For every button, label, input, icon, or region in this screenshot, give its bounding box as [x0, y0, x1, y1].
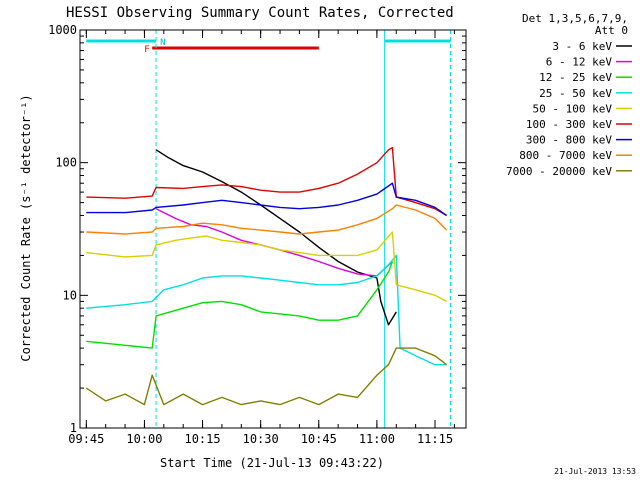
legend-label: 3 - 6 keV — [552, 40, 612, 53]
axes: 09:45 10:00 10:15 10:30 10:45 11:00 11:15 1 10 10… — [48, 23, 467, 446]
flare-flag-label: F — [144, 45, 149, 55]
series-line-7000-20000-kev — [85, 347, 448, 406]
legend-header: Att 0 — [595, 24, 628, 37]
legend-label: 7000 - 20000 keV — [506, 165, 612, 178]
series-line-12-25-kev — [86, 261, 394, 349]
legend-label: 12 - 25 keV — [539, 71, 612, 84]
legend-label: 50 - 100 keV — [533, 102, 613, 115]
x-tick-label: 10:45 — [301, 432, 337, 446]
night-flag-label: N — [160, 38, 165, 48]
y-axis-title: Corrected Count Rate (s⁻¹ detector⁻¹) — [19, 94, 33, 361]
legend-label: 25 - 50 keV — [539, 87, 612, 100]
series-line-100-300-kev — [86, 146, 447, 217]
x-tick-label: 11:00 — [359, 432, 395, 446]
series-line-300-800-kev — [86, 182, 448, 217]
legend-label: 100 - 300 keV — [526, 118, 612, 131]
plot-frame — [79, 29, 467, 429]
series-line-50-100-kev — [86, 231, 447, 303]
series-line-3-6-kev — [155, 149, 397, 326]
series-line-800-7000-kev — [86, 204, 448, 235]
x-tick-label: 11:15 — [417, 432, 453, 446]
legend: Det 1,3,5,6,7,9,Att 0 3 - 6 keV 6 - 12 keV… — [506, 12, 632, 178]
legend-label: 300 - 800 keV — [526, 134, 612, 147]
y-tick-label: 1000 — [48, 23, 77, 37]
x-tick-label: 09:45 — [68, 432, 104, 446]
plot-area: FN — [85, 30, 452, 428]
chart-title: HESSI Observing Summary Count Rates, Cor… — [66, 5, 454, 21]
x-tick-label: 10:00 — [126, 432, 162, 446]
timestamp-label: 21-Jul-2013 13:53 — [554, 467, 636, 476]
legend-header: Det 1,3,5,6,7,9, — [522, 12, 628, 25]
x-axis-title: Start Time (21-Jul-13 09:43:22) — [160, 456, 384, 470]
y-tick-label: 10 — [63, 288, 77, 302]
series-line-6-12-kev — [155, 208, 393, 277]
y-tick-label: 1 — [70, 421, 77, 435]
y-tick-label: 100 — [55, 156, 77, 170]
series-line-25-50-kev — [86, 254, 447, 366]
x-tick-label: 10:30 — [243, 432, 279, 446]
x-tick-label: 10:15 — [184, 432, 220, 446]
legend-label: 800 - 7000 keV — [519, 149, 612, 162]
legend-label: 6 - 12 keV — [546, 56, 613, 69]
